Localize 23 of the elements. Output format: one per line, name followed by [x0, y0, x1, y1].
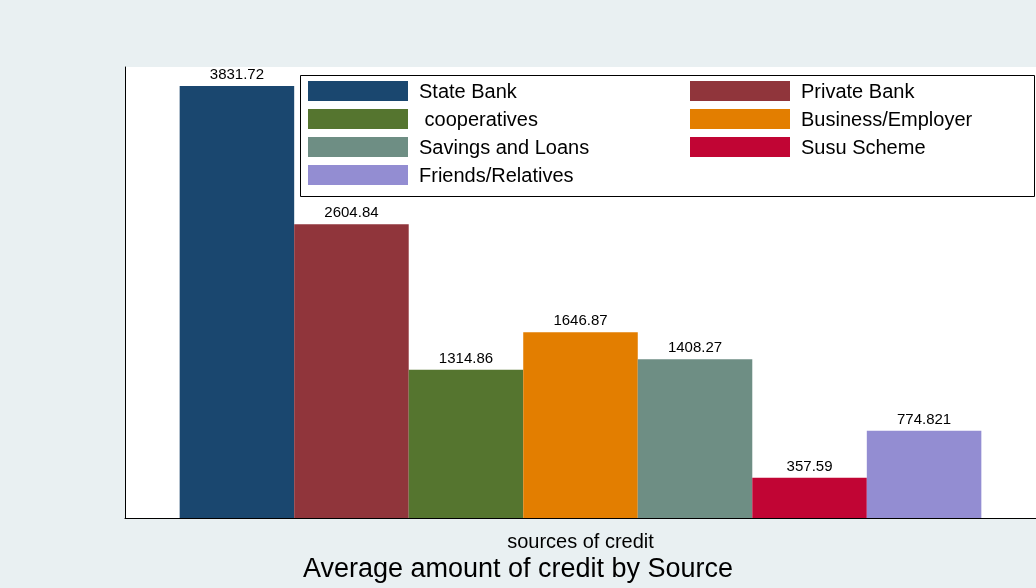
legend-label: Savings and Loans	[419, 136, 590, 158]
data-label: 1408.27	[667, 338, 723, 356]
bar	[752, 477, 867, 518]
bar	[523, 332, 638, 518]
bar	[866, 430, 982, 518]
legend-label: Private Bank	[801, 80, 916, 102]
x-axis-title: sources of credit	[507, 529, 655, 552]
text: Average amount of credit by Source	[302, 552, 734, 583]
data-label: 1646.87	[553, 311, 608, 329]
legend-label: Friends/Relatives	[419, 164, 574, 186]
data-label: 2604.84	[324, 203, 379, 221]
data-label: 357.59	[786, 456, 833, 474]
legend-label: State Bank	[419, 80, 518, 102]
bar	[637, 359, 753, 518]
data-label: 3831.72	[209, 64, 265, 82]
data-label: 1314.86	[438, 348, 494, 366]
legend-label: Business/Employer	[801, 108, 973, 130]
bar	[294, 224, 409, 518]
data-label: 774.821	[896, 409, 952, 427]
bar	[408, 369, 524, 518]
legend-label: Susu Scheme	[801, 136, 926, 158]
bar	[179, 85, 295, 518]
legend-label: cooperatives	[419, 108, 538, 130]
